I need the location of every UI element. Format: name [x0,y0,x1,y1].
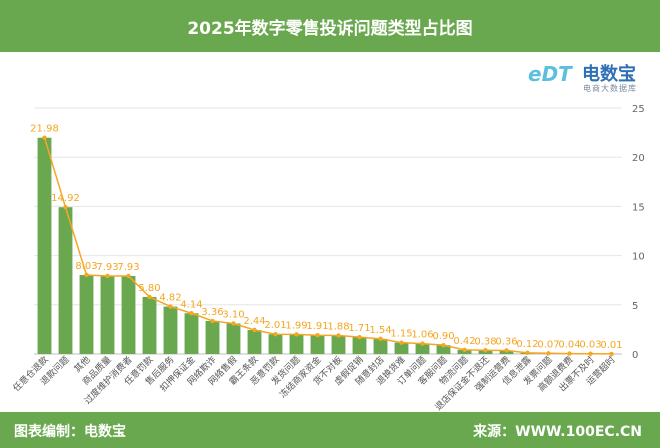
line-point [63,204,68,210]
data-label: 1.99 [285,320,307,331]
series-line [43,137,612,355]
line-point [294,332,299,337]
data-label: 1.71 [348,323,370,334]
footer-credit: 图表编制：电数宝 [14,424,126,440]
data-label: 14.92 [51,193,80,204]
line-point [105,273,110,279]
data-label: 21.98 [30,124,59,135]
data-label: 0.01 [600,340,622,351]
bar [58,207,73,354]
y-tick-label: 25 [632,104,645,115]
line-point [189,311,194,316]
line-point [126,273,131,279]
line-point [315,333,320,338]
data-label: 1.15 [390,329,412,340]
data-label: 2.44 [243,316,265,327]
line-point [483,348,488,353]
data-label: 2.01 [264,320,286,331]
line-point [420,341,425,346]
bar [184,313,199,354]
line-point [525,350,530,356]
line-point [147,294,152,300]
bar [310,335,325,354]
footer-source: 来源：WWW.100EC.CN [473,424,642,440]
y-tick-label: 5 [632,301,638,312]
bar [100,275,115,354]
line-point [210,318,215,324]
line-point [252,327,257,333]
bar [79,274,94,354]
y-tick-label: 20 [632,153,645,164]
line-point [588,351,593,356]
data-label: 0.04 [558,340,580,351]
logo-subtitle: 电商大数据库 [583,84,637,93]
bar [268,334,283,354]
data-label: 1.88 [327,322,349,333]
data-label: 5.80 [138,283,160,294]
line-point [441,342,446,348]
line-point [84,272,89,278]
line-point [567,351,572,356]
bar [394,342,409,354]
data-label: 0.07 [537,339,559,350]
data-label: 0.90 [432,331,454,342]
data-label: 0.36 [495,336,517,347]
data-label: 0.03 [579,340,601,351]
bar [331,335,346,354]
line-point [42,135,47,140]
bar [352,337,367,354]
data-label: 0.42 [453,336,475,347]
footer: 图表编制：电数宝 来源：WWW.100EC.CN [0,412,660,448]
data-label: 1.06 [411,330,433,341]
data-label: 3.10 [222,309,244,320]
line-point [399,340,404,345]
bar [205,320,220,354]
data-label: 8.03 [75,261,97,272]
chart-title: 2025年数字零售投诉问题类型占比图 [0,0,660,52]
data-label: 1.54 [369,325,391,336]
logo-mark: eDT [528,62,572,86]
bar [37,137,52,354]
line-point [336,333,341,338]
line-point [168,304,173,309]
line-point [378,336,383,342]
line-point [231,321,236,326]
y-tick-label: 0 [632,350,638,361]
bar [415,343,430,354]
bar [373,338,388,354]
data-label: 4.14 [180,299,202,310]
y-tick-label: 10 [632,252,645,263]
data-label: 4.82 [159,293,181,304]
line-point [609,351,614,357]
data-label: 3.36 [201,307,223,318]
data-label: 0.38 [474,336,496,347]
bar [121,275,136,354]
logo-name: 电数宝 [582,64,636,85]
plot-area: 051015202521.9814.928.037.937.935.804.82… [10,104,645,412]
data-label: 1.91 [306,321,328,332]
bar [163,306,178,354]
line-point [546,351,551,356]
logo: eDT 电数宝 电商大数据库 [528,58,646,98]
bar [142,296,157,354]
bar [289,334,304,354]
line-point [504,348,509,353]
data-label: 7.93 [96,262,118,273]
y-tick-label: 15 [632,202,645,213]
bar [436,345,451,354]
data-label: 7.93 [117,262,139,273]
line-point [462,347,467,353]
data-label: 0.12 [516,339,538,350]
line-point [273,332,278,337]
bar [226,323,241,354]
bar [247,329,262,354]
line-point [357,334,362,340]
